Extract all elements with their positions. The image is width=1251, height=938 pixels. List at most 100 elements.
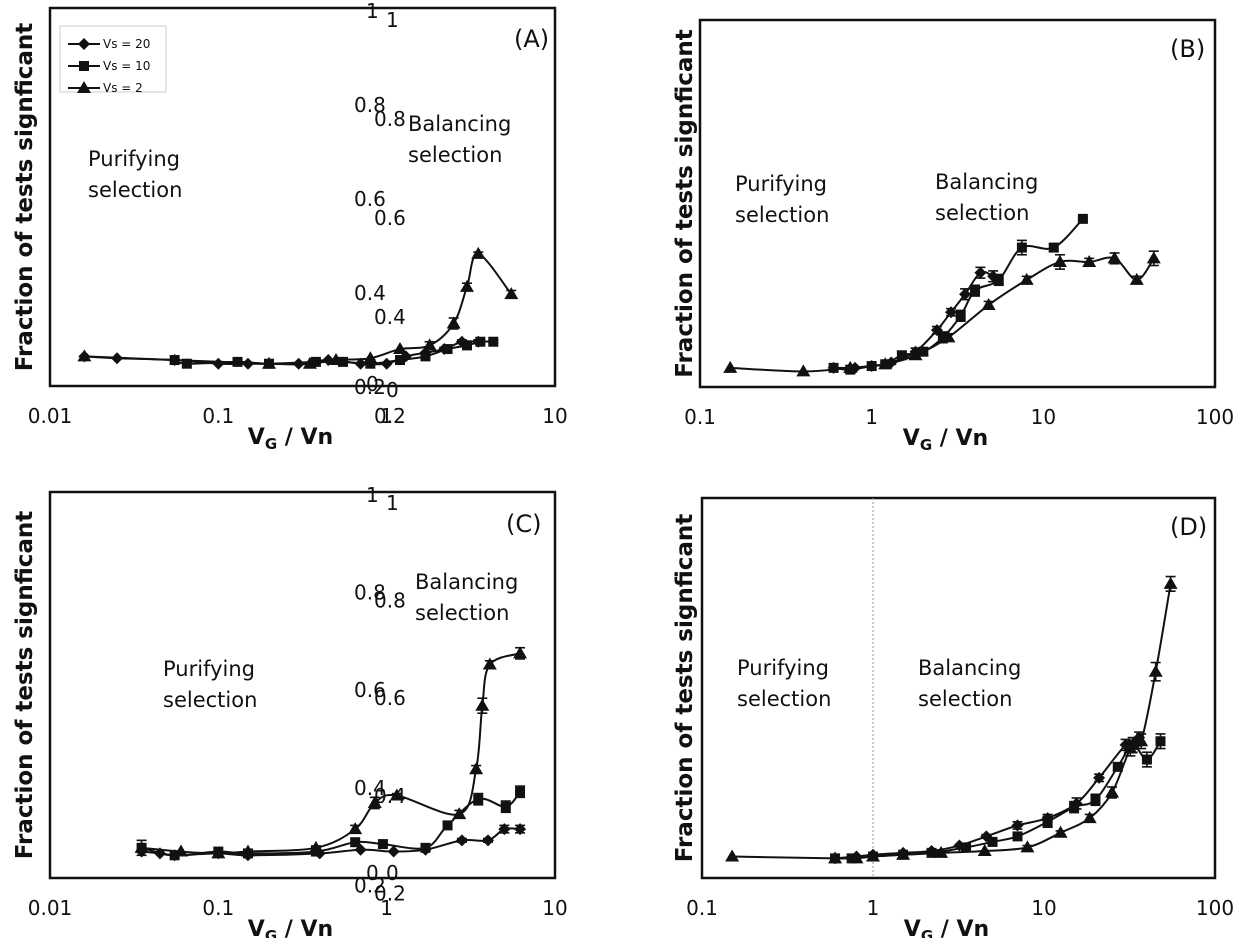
x-axis-label: VG / Vn [248, 425, 333, 453]
data-point [1107, 251, 1122, 264]
y-tick-label: 1 [386, 491, 399, 515]
data-point [455, 834, 468, 847]
data-point [977, 844, 992, 857]
data-point [1069, 802, 1080, 813]
data-point [955, 310, 966, 321]
y-tick-labels: 1 0.8 0.6 0.4 0.20 [354, 483, 386, 897]
data-point [422, 338, 437, 351]
panel-label: (B) [1170, 35, 1205, 63]
data-point [1112, 761, 1123, 772]
y-tick-labels: 1 0.8 0.6 0.4 0.20 [374, 491, 406, 905]
data-point [240, 844, 255, 857]
legend: Vs = 20 Vs = 10 Vs = 2 [59, 25, 167, 95]
data-point [723, 360, 738, 373]
y-tick-label-zero: 0 [386, 861, 399, 885]
data-point [420, 842, 431, 853]
data-point [866, 849, 880, 862]
data-point [828, 851, 843, 864]
data-point [993, 274, 1004, 285]
x-tick-label: 10 [1031, 405, 1056, 429]
chart-panel-d: 1 0.8 0.6 0.4 0.20 0.1 1 10 100 VG / Vn Fraction o… [374, 491, 1234, 938]
series-vs-10 [136, 785, 526, 861]
series-line [84, 340, 479, 366]
x-tick-label: 10 [542, 404, 567, 428]
data-point [504, 287, 519, 300]
data-point [77, 349, 92, 362]
x-tick-labels: 0.1 1 10 100 [684, 405, 1234, 429]
data-point [1042, 816, 1053, 827]
y-tick-label: 0.4 [354, 281, 386, 305]
series-vs-2 [725, 575, 1178, 864]
data-point [1011, 819, 1024, 832]
data-point [843, 360, 858, 373]
annotation-balancing: Balancing selection [408, 112, 511, 167]
data-point [473, 794, 484, 805]
data-point [310, 356, 321, 367]
x-tick-labels: 0.01 0.1 1 10 [28, 404, 568, 428]
legend-label: Vs = 20 [103, 37, 150, 51]
data-point [937, 332, 948, 343]
y-tick-label: 0.8 [374, 107, 406, 131]
data-point [363, 351, 378, 364]
data-point [337, 356, 348, 367]
y-tick-label: 0.8 [374, 589, 406, 613]
data-point [498, 823, 511, 836]
data-point [981, 298, 996, 311]
data-point [1053, 825, 1068, 838]
data-point [896, 847, 911, 860]
data-point [469, 762, 484, 775]
data-point [302, 356, 317, 369]
data-point [459, 279, 474, 292]
series-vs-10 [828, 213, 1088, 375]
series-line [732, 583, 1172, 860]
data-point [1148, 664, 1163, 677]
x-tick-labels: 0.01 0.1 1 10 [28, 896, 568, 920]
annotation-purifying: Purifying selection [88, 147, 182, 202]
y-tick-label-zero: 0 [366, 372, 379, 396]
x-tick-label: 1 [865, 405, 878, 429]
data-point [387, 845, 400, 858]
data-point [945, 306, 958, 319]
annotation-purifying: Purifying selection [737, 656, 831, 711]
data-point [394, 355, 405, 366]
x-axis-label: VG / Vn [903, 426, 988, 454]
data-point [1129, 272, 1144, 285]
x-tick-label: 0.1 [202, 404, 234, 428]
y-tick-label: 0.2 [354, 873, 386, 897]
data-point [475, 698, 490, 711]
data-point [500, 801, 511, 812]
data-point [1146, 251, 1161, 264]
data-point [350, 837, 361, 848]
data-point [1052, 254, 1067, 267]
y-tick-labels: 1 0.8 0.6 0.4 0.20 [354, 0, 386, 399]
y-tick-label: 0.6 [354, 187, 386, 211]
panel-label: (C) [506, 510, 541, 538]
data-point [262, 356, 277, 369]
x-tick-label: 100 [1196, 896, 1234, 920]
y-tick-label: 0.6 [354, 678, 386, 702]
x-tick-label: 10 [1031, 896, 1056, 920]
data-point [348, 822, 363, 835]
data-point [392, 342, 407, 355]
y-tick-label: 0.8 [354, 93, 386, 117]
plot-frame [48, 490, 557, 880]
annotation-purifying: Purifying selection [735, 172, 829, 227]
data-point [1090, 794, 1101, 805]
legend-label: Vs = 2 [103, 81, 143, 95]
y-tick-label: 0.4 [374, 784, 406, 808]
data-point [1155, 736, 1166, 747]
data-point [1123, 741, 1138, 754]
chart-panel-b: 1 0.8 0.6 0.4 0.20 0.1 1 10 100 VG / Vn Fraction o… [374, 8, 1234, 454]
data-point [488, 336, 499, 347]
data-point [987, 836, 998, 847]
data-point [211, 846, 226, 859]
y-tick-label: 0.8 [354, 581, 386, 605]
data-point [475, 336, 486, 347]
data-point [1082, 811, 1097, 824]
legend-label: Vs = 10 [103, 59, 150, 73]
data-point [181, 358, 192, 369]
legend-marker [77, 81, 91, 93]
data-point [513, 646, 528, 659]
y-axis-label: Fraction of tests signficant [672, 29, 698, 378]
